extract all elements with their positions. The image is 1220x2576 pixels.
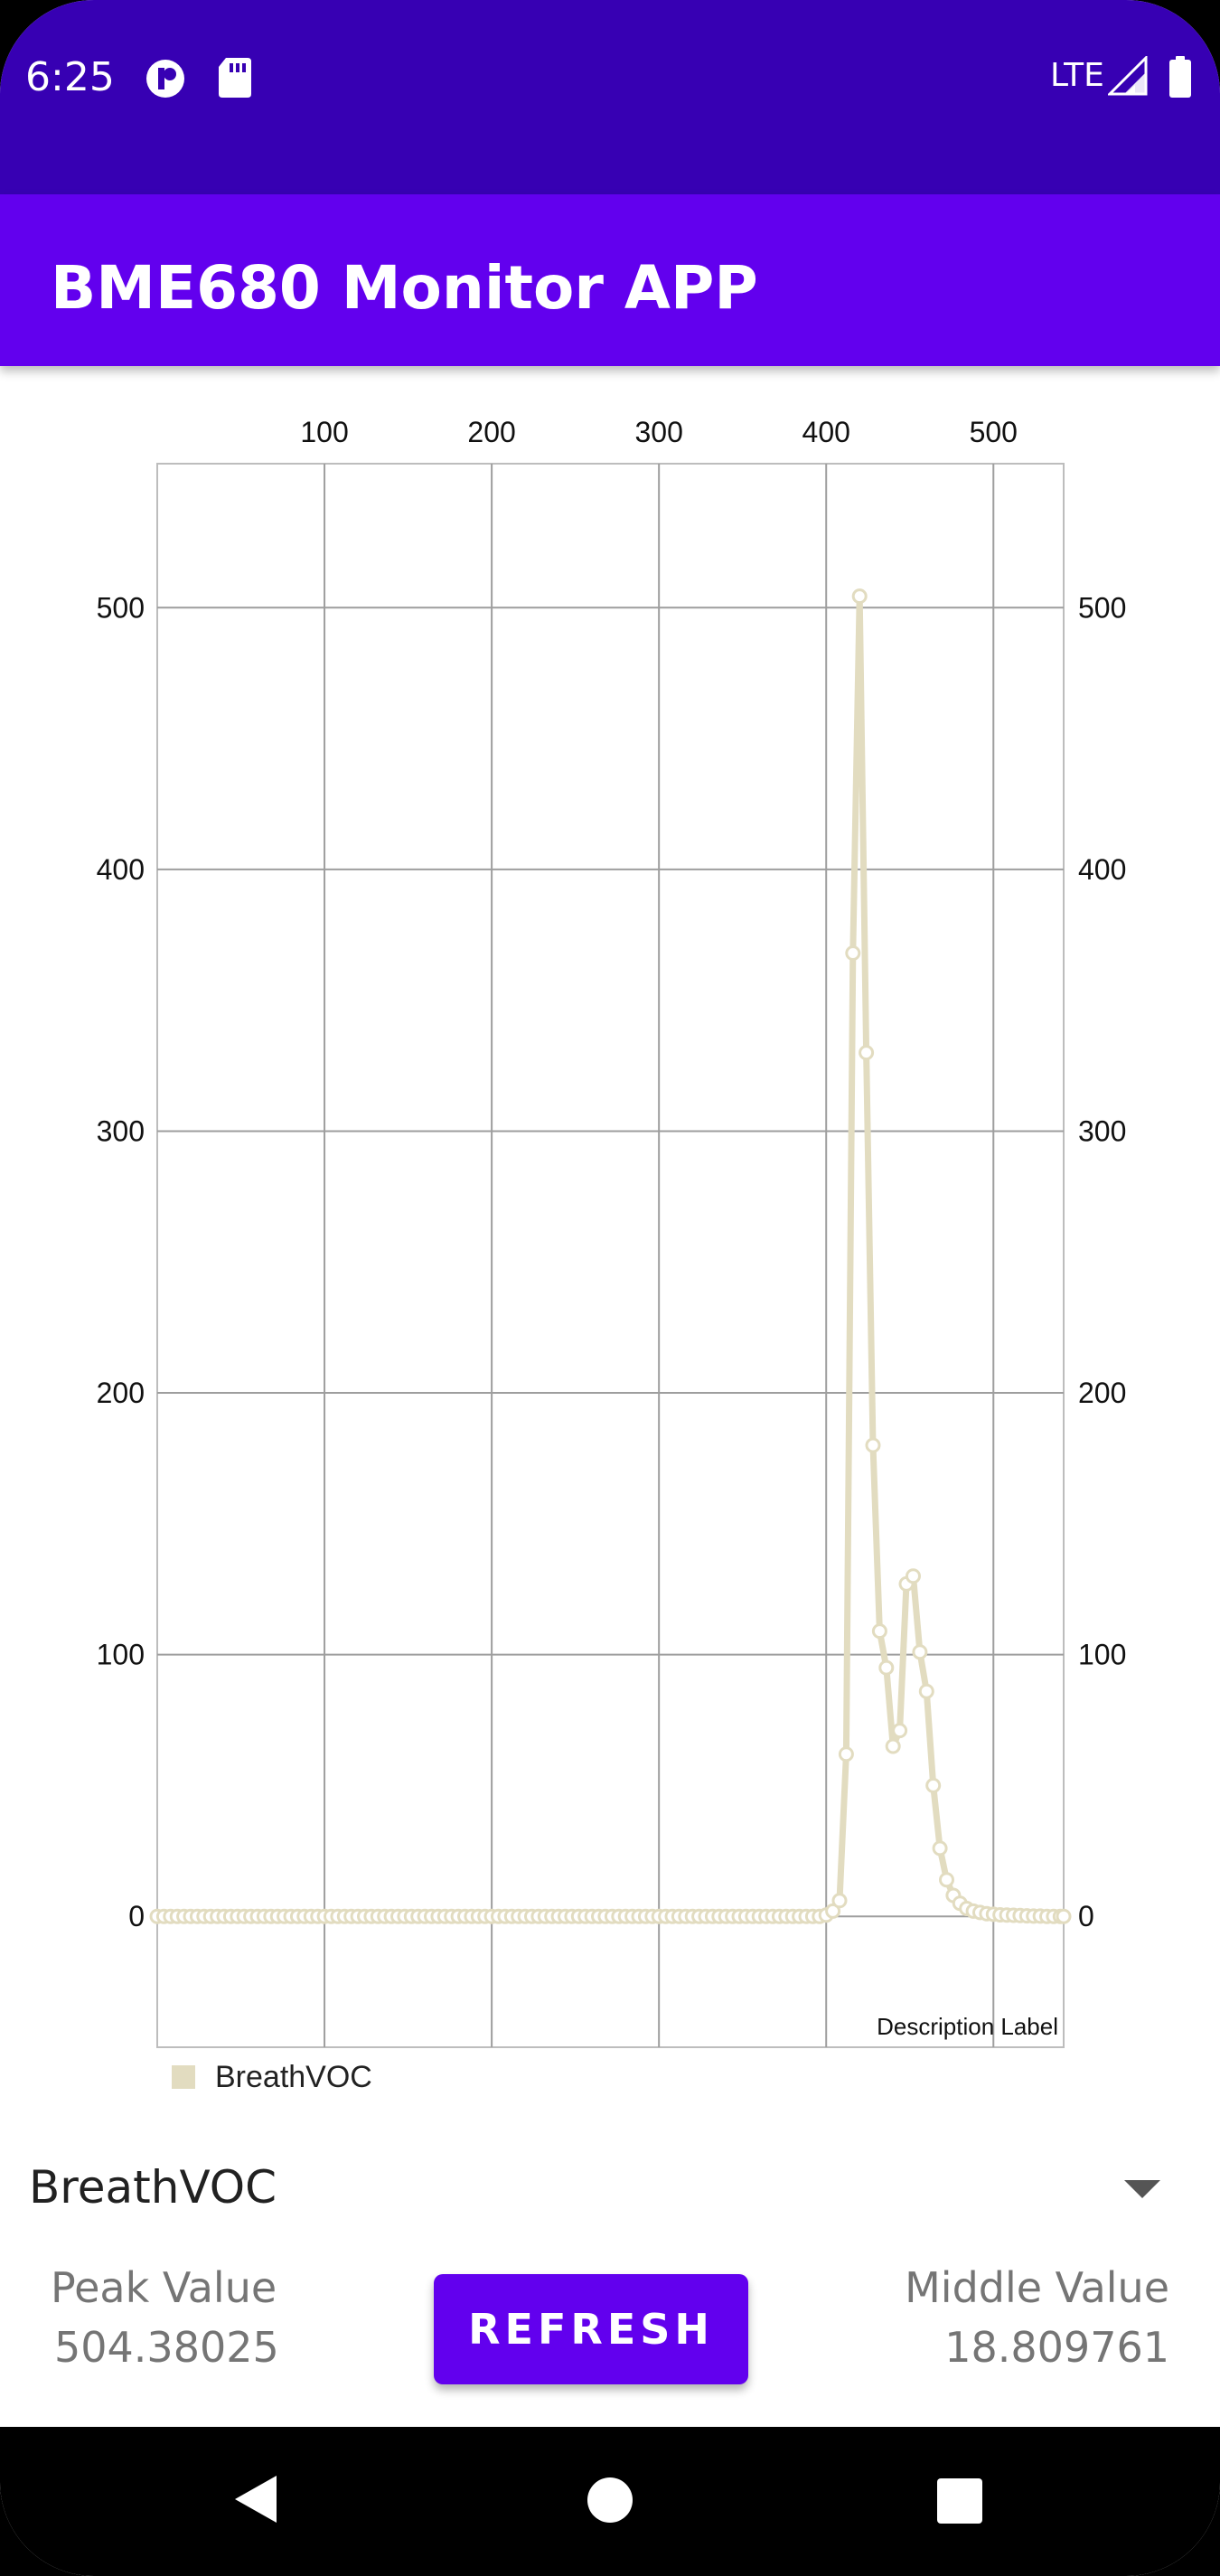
data-point bbox=[892, 1723, 908, 1739]
status-time: 6:25 bbox=[25, 54, 115, 100]
back-icon[interactable] bbox=[230, 2472, 280, 2526]
data-point bbox=[845, 945, 861, 961]
series-line bbox=[157, 593, 1064, 1920]
battery-icon bbox=[1169, 56, 1191, 98]
legend-swatch bbox=[172, 2065, 195, 2089]
data-point bbox=[831, 1893, 848, 1909]
data-point bbox=[838, 1746, 854, 1763]
data-point bbox=[932, 1840, 948, 1857]
app-title: BME680 Monitor APP bbox=[51, 253, 758, 323]
data-point bbox=[825, 1903, 841, 1919]
data-point bbox=[925, 1777, 942, 1793]
data-point bbox=[906, 1568, 921, 1584]
data-point bbox=[851, 588, 868, 605]
y-tick-label-left: 300 bbox=[97, 1114, 145, 1147]
signal-icon bbox=[1108, 56, 1148, 96]
peak-value-label: Peak Value bbox=[51, 2263, 277, 2312]
data-point bbox=[912, 1644, 928, 1660]
x-tick-label: 200 bbox=[467, 416, 515, 448]
home-icon[interactable] bbox=[586, 2476, 634, 2524]
data-point bbox=[859, 1045, 875, 1061]
data-point bbox=[865, 1437, 881, 1453]
data-point bbox=[918, 1683, 934, 1699]
x-tick-label: 400 bbox=[802, 416, 850, 448]
plot-frame bbox=[156, 463, 1065, 2048]
x-tick-label: 300 bbox=[634, 416, 682, 448]
y-tick-label-right: 300 bbox=[1078, 1114, 1126, 1147]
y-tick-label-left: 500 bbox=[97, 591, 145, 624]
notification-icon bbox=[146, 60, 184, 98]
navigation-bar bbox=[0, 2427, 1220, 2576]
data-point bbox=[939, 1872, 954, 1888]
y-tick-label-left: 100 bbox=[97, 1639, 145, 1671]
y-tick-label-left: 200 bbox=[97, 1377, 145, 1409]
x-tick-label: 500 bbox=[970, 416, 1018, 448]
peak-value: 504.38025 bbox=[54, 2323, 279, 2372]
status-bar: 6:25 LTE bbox=[0, 0, 1220, 194]
y-tick-label-left: 400 bbox=[97, 853, 145, 886]
recents-icon[interactable] bbox=[936, 2477, 983, 2524]
chart-description-label: Description Label bbox=[877, 2013, 1058, 2040]
data-point bbox=[1056, 1908, 1072, 1924]
middle-value-label: Middle Value bbox=[905, 2263, 1169, 2312]
sensor-spinner[interactable]: BreathVOC bbox=[0, 2142, 1220, 2233]
data-point bbox=[885, 1738, 901, 1754]
y-tick-label-right: 100 bbox=[1078, 1639, 1126, 1671]
y-tick-label-right: 200 bbox=[1078, 1377, 1126, 1409]
y-tick-label-right: 400 bbox=[1078, 853, 1126, 886]
y-tick-label-right: 0 bbox=[1078, 1900, 1094, 1932]
x-tick-label: 100 bbox=[300, 416, 348, 448]
line-chart[interactable]: 100 200 300 400 500 0 0 100 100 200 200 300 300 400 40… bbox=[0, 366, 1220, 2101]
sd-card-icon bbox=[219, 58, 251, 98]
y-tick-label-right: 500 bbox=[1078, 591, 1126, 624]
network-type-label: LTE bbox=[1050, 57, 1104, 94]
chart-area[interactable]: 100 200 300 400 500 0 0 100 100 200 200 300 300 400 40… bbox=[0, 366, 1220, 2101]
data-point bbox=[871, 1623, 887, 1640]
refresh-button[interactable]: REFRESH bbox=[434, 2274, 748, 2384]
legend-label: BreathVOC bbox=[215, 2060, 372, 2094]
middle-value: 18.809761 bbox=[944, 2323, 1169, 2372]
data-point bbox=[878, 1659, 895, 1676]
app-bar: BME680 Monitor APP bbox=[0, 194, 1220, 366]
spinner-selected-value: BreathVOC bbox=[29, 2161, 277, 2214]
y-tick-label-left: 0 bbox=[128, 1900, 145, 1932]
dropdown-arrow-icon[interactable] bbox=[1124, 2180, 1160, 2198]
